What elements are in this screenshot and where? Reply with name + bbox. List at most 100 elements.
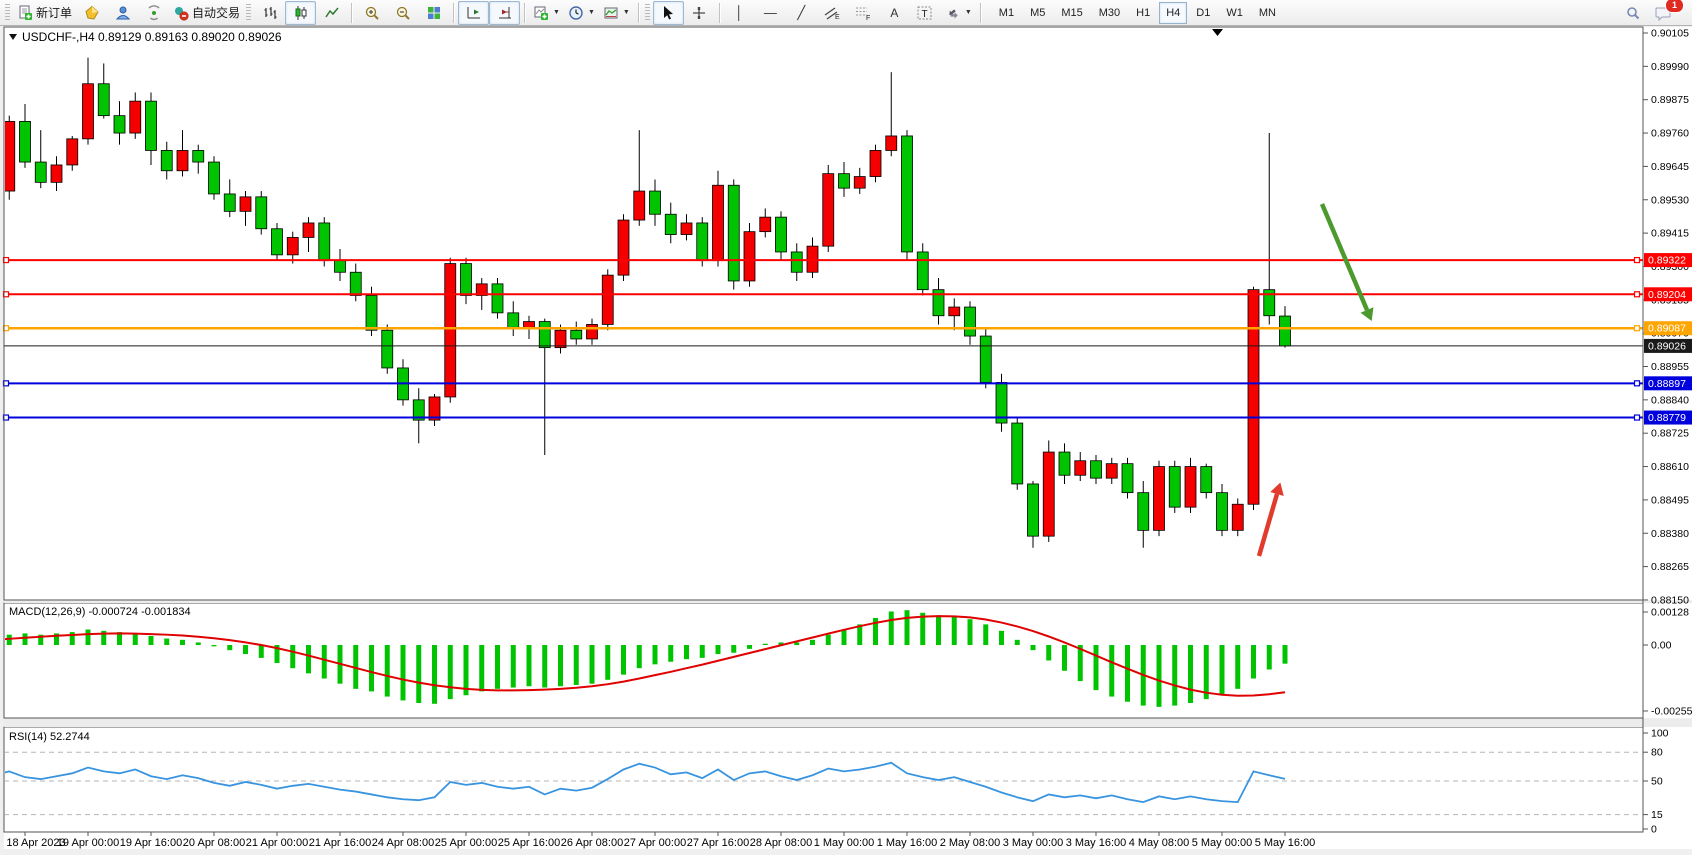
svg-text:E: E [835, 14, 840, 21]
fibonacci-tool-button[interactable]: F [848, 1, 879, 25]
timeframe-m1[interactable]: M1 [998, 6, 1015, 19]
macd-histogram-bar [132, 633, 138, 645]
bear-candle [838, 173, 850, 189]
timeframe-d1[interactable]: D1 [1196, 6, 1211, 19]
timeframe-mn[interactable]: MN [1258, 6, 1276, 19]
bear-candle [255, 196, 268, 230]
toolbar-grip[interactable] [644, 3, 650, 22]
bar-chart-mode-button[interactable] [254, 1, 285, 25]
bear-candle [365, 295, 378, 331]
time-tick-label: 5 May 16:00 [1255, 837, 1316, 849]
macd-histogram-bar [384, 645, 390, 697]
tile-windows-button[interactable] [418, 1, 449, 25]
bull-candle [554, 329, 567, 349]
pane-divider[interactable] [4, 719, 1692, 727]
chart-title-dropdown-icon[interactable] [9, 34, 17, 40]
channel-tool-button[interactable]: E [817, 1, 848, 25]
macd-histogram-bar [857, 624, 863, 645]
macd-histogram-bar [510, 645, 516, 688]
bull-candle [428, 396, 441, 421]
bull-candle [680, 222, 693, 235]
bear-candle [664, 213, 677, 235]
timeframe-w1[interactable]: W1 [1226, 6, 1243, 19]
bear-candle [1058, 451, 1071, 476]
search-icon [1626, 6, 1639, 19]
data-window-button[interactable] [107, 1, 138, 25]
auto-trading-button[interactable]: 自动交易 [169, 1, 244, 25]
line-anchor-handle[interactable] [1633, 256, 1641, 264]
price-tick-label: 0.88955 [1651, 361, 1689, 373]
search-button[interactable] [1617, 1, 1648, 25]
macd-histogram-bar [825, 634, 831, 645]
price-tick-label: 0.89875 [1651, 94, 1689, 106]
candlestick-icon [295, 5, 307, 20]
macd-histogram-bar [668, 645, 674, 662]
candlestick-mode-button[interactable] [285, 0, 317, 25]
text-label-tool-button[interactable]: T [910, 1, 941, 25]
up-reversal-arrow[interactable] [1256, 482, 1284, 557]
pane-divider[interactable] [4, 601, 1692, 603]
cursor-tool-button[interactable] [652, 0, 684, 25]
bear-candle [412, 399, 425, 421]
bear-candle [460, 263, 472, 296]
market-watch-button[interactable] [76, 1, 107, 25]
macd-histogram-bar [1282, 645, 1288, 664]
bear-candle [1121, 463, 1134, 494]
navigator-icon [148, 4, 160, 20]
periods-button[interactable]: ▼ [564, 1, 599, 25]
rsi-axis[interactable]: 100 80 50 15 0 [1643, 728, 1669, 836]
indicators-button[interactable]: ▼ [529, 1, 564, 25]
toolbar-grip[interactable] [5, 3, 10, 22]
arrow-shapes-icon [949, 8, 958, 19]
timeframe-m15[interactable]: M15 [1061, 6, 1083, 19]
chevron-down-icon: ▼ [964, 9, 972, 16]
line-anchor-handle[interactable] [1633, 291, 1641, 298]
vertical-line-tool-button[interactable]: │ [724, 1, 755, 25]
macd-tick-label: -0.002559 [1651, 705, 1692, 717]
macd-histogram-bar [400, 645, 406, 701]
time-tick-label: 26 Apr 08:00 [561, 837, 623, 849]
macd-histogram-bar [936, 615, 941, 645]
line-anchor-handle[interactable] [1633, 380, 1641, 387]
bull-candle [712, 184, 724, 262]
macd-histogram-bar [369, 645, 374, 692]
line-anchor-handle[interactable] [1633, 414, 1641, 421]
trendline-tool-button[interactable]: ╱ [786, 1, 817, 25]
crosshair-tool-button[interactable] [684, 1, 715, 25]
horizontal-line-tool-button[interactable]: — [755, 1, 786, 25]
zoom-in-button[interactable] [356, 1, 387, 25]
macd-label: MACD(12,26,9) -0.000724 -0.001834 [9, 606, 191, 618]
price-axis[interactable]: 0.90105 0.89990 0.89875 0.89760 0.89645 0.895… [1643, 28, 1692, 607]
navigator-button[interactable] [138, 1, 169, 25]
toolbar-grip[interactable] [246, 3, 252, 22]
auto-scroll-button[interactable] [458, 0, 490, 25]
bull-candle [1074, 460, 1087, 476]
chart-shift-button[interactable] [489, 0, 521, 25]
timeframe-m5[interactable]: M5 [1030, 6, 1046, 19]
bear-candle [271, 228, 283, 256]
macd-histogram-bar [951, 616, 957, 645]
bear-candle [1027, 483, 1039, 537]
new-order-button[interactable]: 新订单 [13, 1, 76, 25]
macd-histogram-bar [715, 645, 721, 655]
text-tool-button[interactable]: A [879, 1, 910, 25]
chart-shift-marker[interactable] [1212, 29, 1223, 36]
trendline-icon: ╱ [797, 5, 806, 20]
templates-button[interactable]: ▼ [599, 1, 634, 25]
macd-histogram-bar [274, 645, 280, 664]
arrows-tool-button[interactable]: ▼ [941, 1, 976, 25]
bull-candle [1042, 451, 1055, 537]
timeframe-m30[interactable]: M30 [1098, 6, 1121, 19]
line-chart-mode-button[interactable] [316, 1, 347, 25]
line-anchor-handle[interactable] [1633, 325, 1641, 332]
macd-axis[interactable]: 0.00128 0.00 -0.002559 [1643, 607, 1692, 718]
zoom-out-button[interactable] [387, 1, 418, 25]
notifications-button[interactable]: 1 [1648, 0, 1684, 25]
chart-title: USDCHF-,H4 0.89129 0.89163 0.89020 0.890… [22, 30, 282, 44]
down-trend-arrow[interactable] [1319, 203, 1374, 322]
time-tick-label: 25 Apr 00:00 [435, 837, 497, 849]
timeframe-h4[interactable]: H4 [1159, 1, 1188, 24]
timeframe-h1[interactable]: H1 [1136, 6, 1151, 19]
